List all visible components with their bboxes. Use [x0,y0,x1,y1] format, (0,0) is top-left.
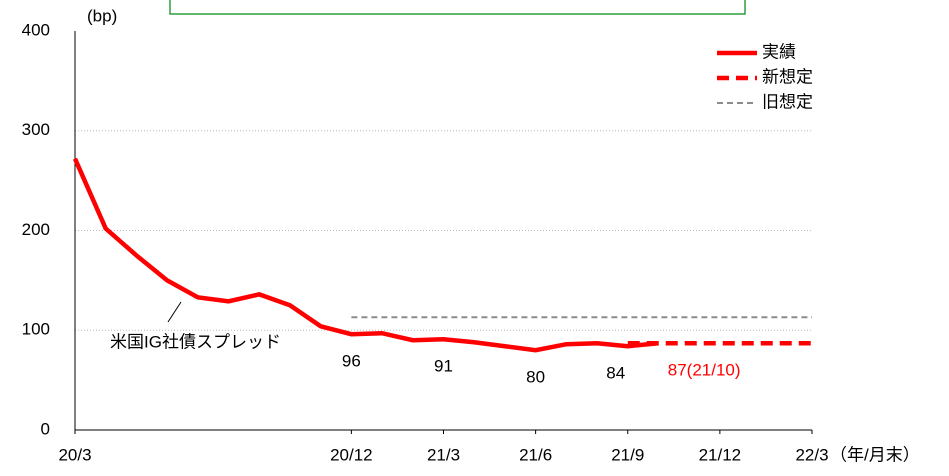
y-tick-label: 200 [22,220,50,239]
x-tick-label: 21/6 [519,445,552,464]
data-label: 91 [434,357,453,376]
x-tick-label: 21/12 [699,445,742,464]
legend-label: 実績 [762,42,796,61]
y-tick-label: 0 [41,419,50,438]
data-label: 87(21/10) [668,361,741,380]
x-tick-label: 20/12 [330,445,373,464]
title-box [169,0,746,15]
legend-label: 旧想定 [762,92,813,111]
annotation: 米国IG社債スプレッド [110,332,281,351]
data-label: 96 [342,352,361,371]
data-label: 84 [606,364,625,383]
data-label: 80 [526,368,545,387]
y-tick-label: 100 [22,320,50,339]
x-tick-label: 20/3 [58,445,91,464]
x-tick-label: 22/3 [795,445,828,464]
series-line [72,157,659,353]
x-axis-label: （年/月末） [830,445,920,464]
x-tick-label: 21/3 [427,445,460,464]
annotation-leader [167,301,182,323]
legend-label: 新想定 [762,67,813,86]
y-tick-label: 400 [22,20,50,39]
x-tick-label: 21/9 [611,445,644,464]
y-axis-label: (bp) [87,6,117,25]
y-tick-label: 300 [22,120,50,139]
